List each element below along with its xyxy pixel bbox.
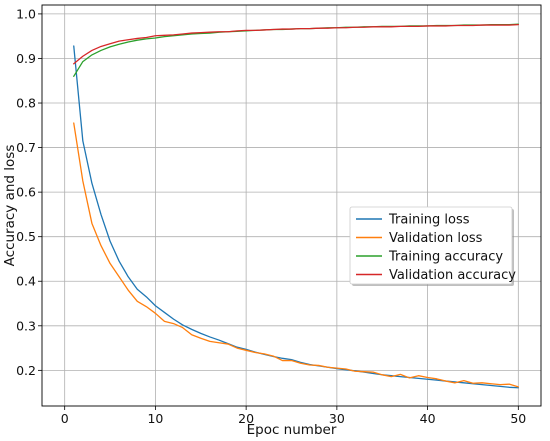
x-tick-label: 40 bbox=[420, 411, 436, 426]
y-tick-label: 0.6 bbox=[16, 185, 36, 200]
legend-label: Validation accuracy bbox=[389, 268, 516, 283]
x-axis-label: Epoc number bbox=[247, 422, 337, 438]
x-tick-label: 30 bbox=[329, 411, 345, 426]
legend-box bbox=[349, 206, 513, 285]
axis-ticks: 0 10 20 30 40 50 0.2 0.3 0.4 0.5 0.6 0.7 0.8 0.9 1.0 bbox=[16, 6, 526, 426]
y-tick-label: 0.7 bbox=[16, 140, 36, 155]
legend: Training loss Validation loss Training acc… bbox=[349, 206, 516, 286]
legend-label: Training loss bbox=[388, 213, 470, 228]
y-axis-label: Accuracy and loss bbox=[2, 145, 18, 267]
x-tick-label: 50 bbox=[510, 411, 526, 426]
legend-label: Validation loss bbox=[389, 231, 483, 246]
x-tick-label: 0 bbox=[61, 411, 69, 426]
x-tick-label: 20 bbox=[238, 411, 254, 426]
y-tick-label: 0.8 bbox=[16, 96, 36, 111]
y-tick-label: 1.0 bbox=[16, 6, 36, 21]
series-line-validation-accuracy bbox=[73, 23, 519, 65]
y-tick-label: 0.4 bbox=[16, 274, 36, 289]
x-tick-label: 10 bbox=[147, 411, 163, 426]
y-tick-label: 0.3 bbox=[16, 318, 36, 333]
legend-label: Training accuracy bbox=[388, 250, 503, 265]
y-tick-label: 0.5 bbox=[16, 229, 36, 244]
y-tick-label: 0.2 bbox=[16, 363, 36, 378]
series-layer bbox=[73, 23, 519, 389]
plot-area-frame bbox=[41, 4, 542, 407]
series-line-validation-loss bbox=[73, 122, 519, 388]
y-tick-label: 0.9 bbox=[16, 51, 36, 66]
